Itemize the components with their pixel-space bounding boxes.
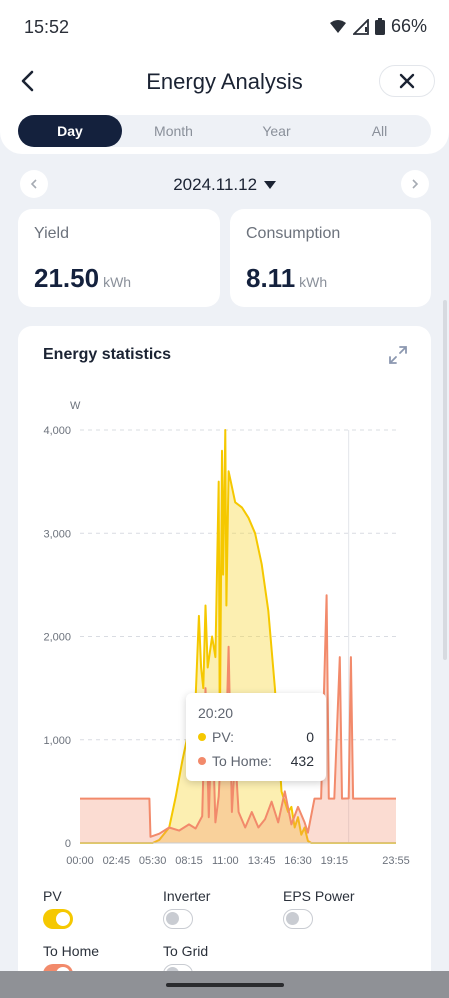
chart-tooltip: 20:20 PV: 0 To Home: 432 — [186, 693, 326, 781]
home-dot — [198, 757, 206, 765]
date-value: 2024.11.12 — [173, 175, 258, 194]
pv-dot — [198, 733, 206, 741]
home-gesture-handle[interactable] — [166, 983, 284, 987]
legend-label-pv: PV — [43, 888, 62, 904]
x-tick-label: 05:30 — [139, 855, 167, 867]
x-tick-label: 23:55 — [382, 855, 410, 867]
yield-unit: kWh — [103, 274, 132, 290]
date-selector: 2024.11.12 — [18, 168, 431, 200]
y-axis-unit-label: W — [70, 400, 81, 412]
battery-percent: 66% — [390, 16, 427, 36]
tooltip-pv-label: PV: — [212, 729, 235, 745]
scrollbar[interactable] — [443, 300, 447, 660]
energy-chart[interactable]: W 4,000 3,000 2,000 1,000 0 00:00 02:45 05:30 08:… — [18, 326, 431, 886]
legend-label-inverter: Inverter — [163, 888, 211, 904]
consumption-unit: kWh — [299, 274, 328, 290]
tab-day[interactable]: Day — [18, 115, 122, 147]
status-icons: 66% — [329, 16, 427, 37]
page-title: Energy Analysis — [146, 69, 303, 94]
signal-icon — [352, 18, 369, 35]
chevron-right-icon — [412, 179, 419, 189]
caret-down-icon — [263, 181, 276, 189]
y-tick-label: 1,000 — [43, 735, 71, 747]
expand-icon — [389, 346, 407, 364]
x-tick-label: 02:45 — [103, 855, 131, 867]
y-tick-label: 4,000 — [43, 425, 71, 437]
consumption-card: Consumption 8.11 kWh — [230, 209, 431, 307]
tooltip-pv-value: 0 — [306, 729, 314, 745]
previous-day-button[interactable] — [20, 170, 48, 198]
y-tick-label: 2,000 — [43, 632, 71, 644]
status-bar: 15:52 66% — [0, 0, 449, 54]
tooltip-row-pv: PV: 0 — [198, 729, 314, 745]
y-tick-label: 3,000 — [43, 528, 71, 540]
x-tick-label: 16:30 — [284, 855, 312, 867]
navigation-bar — [0, 971, 449, 998]
legend-label-to-home: To Home — [43, 943, 100, 959]
tab-year[interactable]: Year — [262, 123, 291, 139]
header: Energy Analysis Day Month Year All — [0, 54, 449, 154]
yield-value: 21.50 — [34, 263, 100, 293]
next-day-button[interactable] — [401, 170, 429, 198]
yield-value-row: 21.50 kWh — [34, 263, 131, 294]
tab-all[interactable]: All — [371, 123, 388, 139]
x-tick-label: 00:00 — [66, 855, 94, 867]
clock: 15:52 — [24, 17, 70, 37]
close-icon — [399, 73, 415, 89]
series-area-to-home — [80, 595, 396, 843]
chevron-left-icon — [21, 70, 34, 92]
toggle-eps-power[interactable] — [283, 909, 313, 929]
period-tabs: Day Month Year All — [18, 115, 431, 147]
x-tick-label: 11:00 — [212, 855, 239, 867]
toggle-inverter[interactable] — [163, 909, 193, 929]
x-tick-label: 08:15 — [175, 855, 203, 867]
tooltip-row-home: To Home: 432 — [198, 753, 314, 769]
yield-card: Yield 21.50 kWh — [18, 209, 220, 307]
consumption-value-row: 8.11 kWh — [246, 263, 327, 294]
tooltip-home-label: To Home: — [212, 753, 272, 769]
close-button[interactable] — [379, 65, 435, 97]
consumption-label: Consumption — [246, 225, 341, 242]
series-line-to-home — [80, 594, 396, 838]
battery-icon — [374, 18, 385, 35]
legend-label-to-grid: To Grid — [163, 943, 209, 959]
energy-statistics-card: Energy statistics W 4,000 3,000 2,000 1,000 0… — [18, 326, 431, 986]
y-tick-label: 0 — [65, 838, 71, 850]
chevron-left-icon — [30, 179, 37, 189]
tooltip-time: 20:20 — [198, 705, 234, 721]
stats-title: Energy statistics — [43, 346, 172, 363]
back-button[interactable] — [16, 66, 44, 96]
tab-month[interactable]: Month — [154, 123, 193, 139]
toggle-pv[interactable] — [43, 909, 73, 929]
expand-chart-button[interactable] — [387, 344, 409, 366]
legend-label-eps-power: EPS Power — [283, 888, 355, 904]
date-picker[interactable]: 2024.11.12 — [18, 175, 431, 195]
wifi-icon — [329, 19, 346, 33]
consumption-value: 8.11 — [246, 263, 296, 293]
x-tick-label: 13:45 — [248, 855, 276, 867]
x-tick-label: 19:15 — [321, 855, 349, 867]
yield-label: Yield — [34, 225, 69, 242]
tooltip-home-value: 432 — [290, 753, 314, 769]
series-area-pv — [80, 430, 396, 843]
